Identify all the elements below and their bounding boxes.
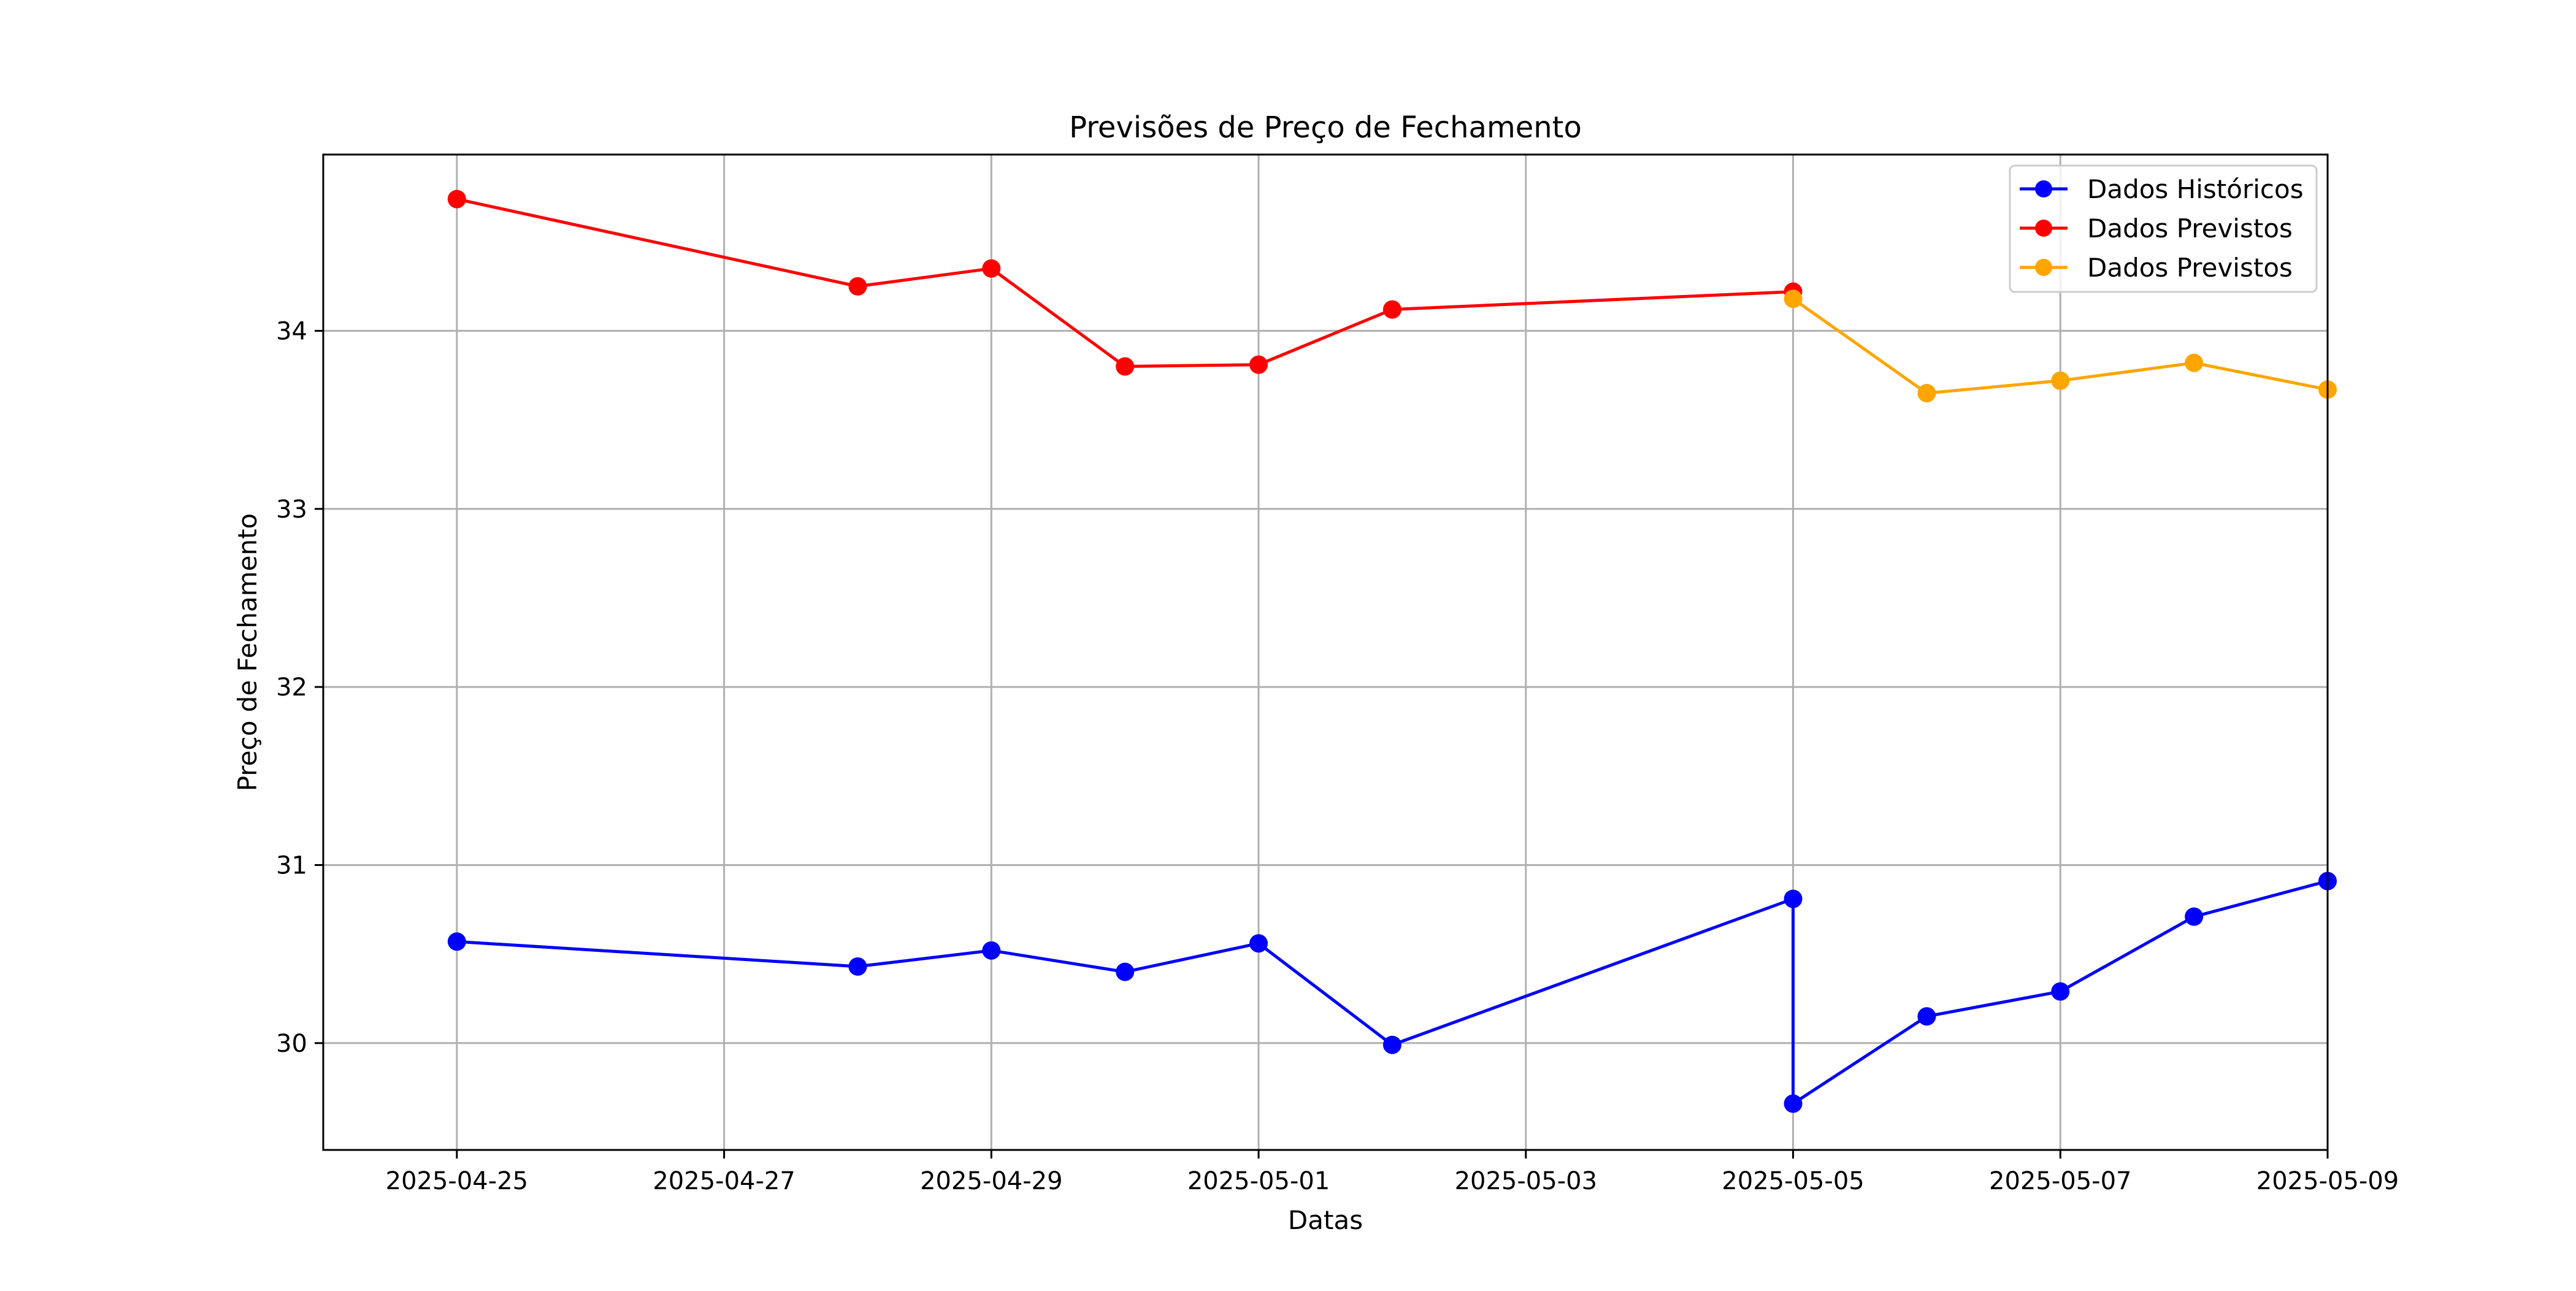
data-point — [1249, 355, 1268, 374]
data-point — [1116, 357, 1135, 376]
legend-item: Dados Históricos — [2020, 174, 2304, 204]
data-point — [1917, 1007, 1936, 1026]
axis-ticks: 2025-04-25 2025-04-27 2025-04-29 2025-05-01… — [276, 317, 2399, 1195]
y-tick-label: 31 — [276, 851, 307, 879]
legend: Dados Históricos Dados Previstos Dados Pre… — [2009, 164, 2318, 293]
x-tick-label: 2025-05-01 — [1187, 1167, 1330, 1195]
data-point — [2051, 982, 2070, 1001]
x-tick-label: 2025-04-25 — [386, 1167, 528, 1195]
legend-item: Dados Previstos — [2020, 253, 2293, 283]
legend-label: Dados Históricos — [2087, 174, 2304, 204]
x-axis-label: Datas — [1288, 1205, 1363, 1235]
data-point — [982, 941, 1001, 960]
x-tick-label: 2025-04-29 — [920, 1167, 1062, 1195]
legend-item: Dados Previstos — [2020, 213, 2293, 243]
data-point — [2185, 353, 2204, 372]
legend-marker — [2035, 259, 2052, 276]
chart-title: Previsões de Preço de Fechamento — [1069, 110, 1582, 145]
y-axis-label: Preço de Fechamento — [232, 513, 263, 791]
y-tick-label: 33 — [276, 496, 307, 524]
data-point — [447, 932, 466, 951]
data-point — [1116, 962, 1135, 981]
x-tick-label: 2025-05-07 — [1989, 1167, 2131, 1195]
data-point — [848, 277, 867, 296]
data-point — [1382, 1035, 1401, 1054]
data-point — [982, 259, 1001, 278]
x-tick-label: 2025-05-09 — [2256, 1167, 2399, 1195]
series-layer — [447, 190, 2337, 1113]
data-point — [848, 957, 867, 976]
y-tick-label: 32 — [276, 673, 307, 702]
legend-label: Dados Previstos — [2087, 253, 2293, 283]
data-point — [1249, 934, 1268, 953]
x-tick-label: 2025-04-27 — [653, 1167, 795, 1195]
data-point — [1382, 300, 1401, 319]
series-line — [456, 879, 2328, 1105]
plot-frame — [322, 153, 2329, 1151]
series-0 — [447, 872, 2337, 1113]
x-tick-label: 2025-05-05 — [1722, 1167, 1864, 1195]
data-point — [1784, 289, 1803, 308]
legend-marker — [2035, 220, 2052, 237]
legend-label: Dados Previstos — [2087, 213, 2293, 243]
data-point — [2051, 371, 2070, 390]
data-point — [447, 190, 466, 209]
data-point — [2185, 907, 2204, 926]
data-point — [1784, 889, 1803, 908]
x-tick-label: 2025-05-03 — [1455, 1167, 1597, 1195]
y-tick-label: 34 — [276, 317, 307, 345]
data-point — [1917, 384, 1936, 403]
y-tick-label: 30 — [276, 1030, 307, 1058]
legend-marker — [2035, 180, 2052, 197]
data-point — [1784, 1094, 1803, 1113]
legend-box — [2009, 164, 2318, 293]
